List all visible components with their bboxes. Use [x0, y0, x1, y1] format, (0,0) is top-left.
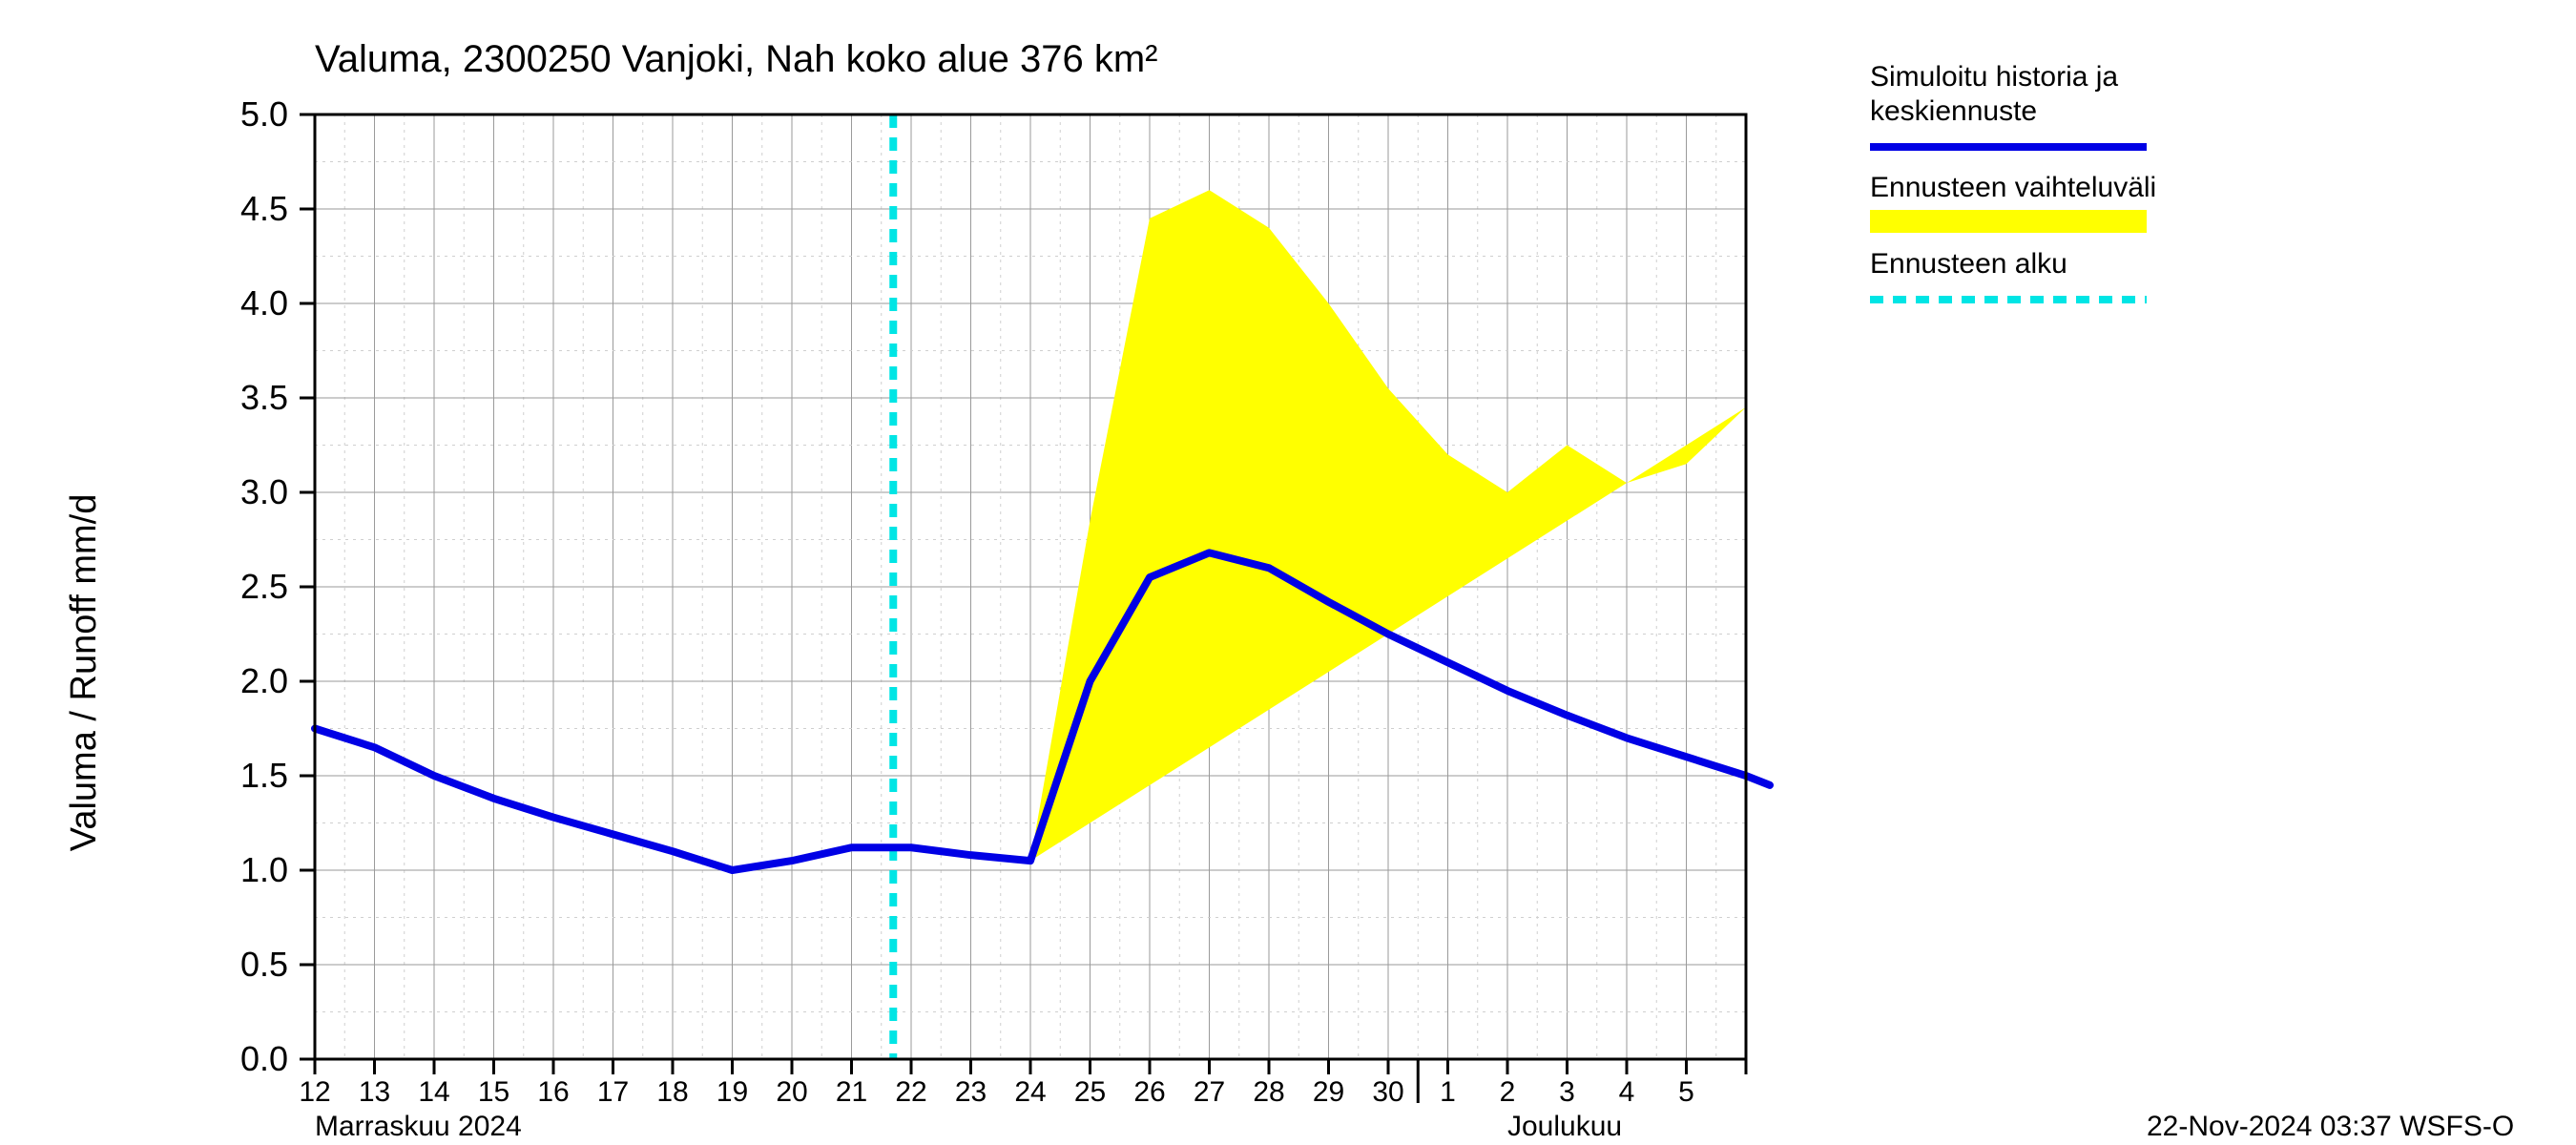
y-tick-label: 4.0 — [240, 283, 288, 323]
y-tick-label: 0.0 — [240, 1039, 288, 1078]
month-label-left: Marraskuu 2024 — [315, 1111, 522, 1142]
x-tick-label: 19 — [717, 1076, 748, 1108]
y-tick-label: 3.0 — [240, 472, 288, 511]
x-tick-label: 26 — [1133, 1076, 1165, 1108]
y-tick-label: 2.0 — [240, 661, 288, 700]
x-tick-label: 13 — [359, 1076, 390, 1108]
x-tick-label: 2 — [1500, 1076, 1516, 1108]
x-tick-label: 24 — [1014, 1076, 1046, 1108]
legend-label: Simuloitu historia ja — [1870, 61, 2118, 93]
y-tick-label: 1.5 — [240, 756, 288, 795]
x-tick-label: 1 — [1440, 1076, 1456, 1108]
x-tick-label: 25 — [1074, 1076, 1106, 1108]
x-tick-label: 30 — [1372, 1076, 1403, 1108]
x-tick-label: 4 — [1619, 1076, 1635, 1108]
x-tick-label: 16 — [537, 1076, 569, 1108]
x-tick-label: 22 — [895, 1076, 926, 1108]
runoff-chart: 0.0 0.5 1.0 1.5 2.0 2.5 3.0 3.5 4.0 4.5 5.0 Valuma … — [0, 0, 2576, 1145]
legend-label: Ennusteen alku — [1870, 248, 2067, 280]
footer-timestamp: 22-Nov-2024 03:37 WSFS-O — [2147, 1111, 2514, 1142]
x-tick-label: 27 — [1194, 1076, 1225, 1108]
x-tick-label: 18 — [656, 1076, 688, 1108]
month-label-right: Joulukuu — [1507, 1111, 1622, 1142]
legend-label: keskiennuste — [1870, 95, 2037, 127]
x-tick-label: 15 — [478, 1076, 509, 1108]
x-tick-label: 17 — [597, 1076, 629, 1108]
legend-swatch-area — [1870, 210, 2147, 233]
y-axis-label: Valuma / Runoff mm/d — [64, 494, 104, 852]
x-tick-label: 29 — [1313, 1076, 1344, 1108]
x-tick-label: 28 — [1253, 1076, 1284, 1108]
x-tick-label: 12 — [299, 1076, 330, 1108]
legend-label: Ennusteen vaihteluväli — [1870, 172, 2156, 203]
x-tick-label: 21 — [836, 1076, 867, 1108]
x-tick-label: 23 — [955, 1076, 987, 1108]
y-tick-label: 1.0 — [240, 850, 288, 889]
x-tick-label: 3 — [1559, 1076, 1575, 1108]
chart-title: Valuma, 2300250 Vanjoki, Nah koko alue 3… — [315, 38, 1158, 80]
y-tick-label: 4.5 — [240, 189, 288, 228]
y-tick-label: 5.0 — [240, 94, 288, 134]
y-tick-label: 2.5 — [240, 567, 288, 606]
x-tick-label: 20 — [776, 1076, 807, 1108]
chart-container: 0.0 0.5 1.0 1.5 2.0 2.5 3.0 3.5 4.0 4.5 5.0 Valuma … — [0, 0, 2576, 1145]
grid — [315, 114, 1746, 1059]
x-tick-label: 14 — [418, 1076, 449, 1108]
y-tick-label: 3.5 — [240, 378, 288, 417]
y-tick-label: 0.5 — [240, 945, 288, 984]
x-tick-label: 5 — [1678, 1076, 1694, 1108]
